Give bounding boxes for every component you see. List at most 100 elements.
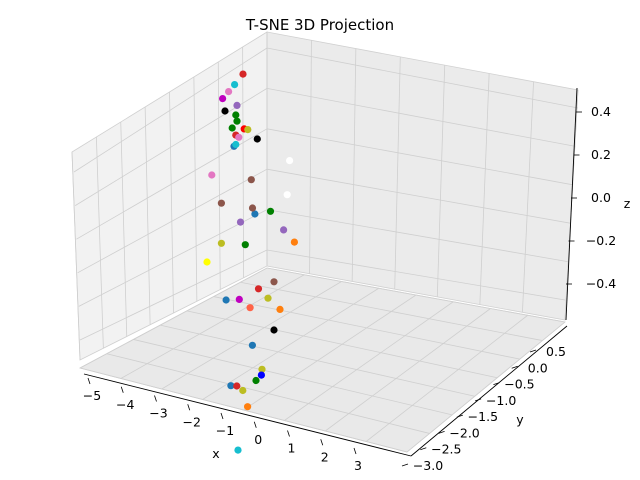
floor-grid-line bbox=[161, 281, 342, 390]
back-grid-line bbox=[522, 81, 534, 313]
x-tick-label: 0 bbox=[254, 432, 262, 447]
floor-grid-line bbox=[240, 281, 543, 341]
data-point bbox=[231, 81, 239, 89]
floor-grid-line bbox=[406, 321, 566, 453]
floor-grid-line bbox=[79, 267, 268, 369]
data-point bbox=[221, 107, 229, 115]
left-grid-line bbox=[78, 209, 268, 307]
data-point bbox=[254, 285, 263, 293]
left-grid-line bbox=[73, 47, 268, 173]
data-point bbox=[257, 371, 265, 379]
data-point bbox=[248, 204, 257, 212]
y-tick-mark bbox=[420, 447, 427, 451]
left-grid-line bbox=[95, 136, 104, 349]
z-tick-label: 0.4 bbox=[591, 104, 611, 119]
y-tick-label: −2.0 bbox=[449, 425, 479, 440]
x-tick-label: −5 bbox=[83, 388, 101, 403]
x-tick-label: 1 bbox=[288, 441, 296, 456]
back-grid-line bbox=[436, 65, 446, 297]
data-point bbox=[203, 258, 211, 266]
z-axis-label: z bbox=[624, 196, 631, 211]
x-tick-mark bbox=[287, 430, 290, 437]
floor-grid-line bbox=[325, 308, 491, 432]
x-tick-mark bbox=[154, 395, 157, 402]
left-grid-line bbox=[71, 151, 81, 361]
floor-grid-line bbox=[133, 339, 453, 416]
data-point bbox=[246, 304, 254, 312]
y-tick-mark bbox=[493, 382, 500, 385]
y-tick-mark bbox=[438, 431, 445, 434]
data-point bbox=[251, 210, 259, 218]
floor-grid-line bbox=[266, 267, 566, 323]
data-point bbox=[280, 226, 288, 234]
data-point bbox=[264, 294, 272, 302]
y-tick-mark bbox=[401, 463, 409, 467]
back-grid-line bbox=[266, 47, 579, 109]
y-tick-label: 0.5 bbox=[546, 344, 566, 359]
data-point bbox=[235, 295, 243, 303]
floor-grid-line bbox=[284, 301, 454, 421]
data-point bbox=[290, 238, 298, 246]
floor-grid-line bbox=[120, 274, 305, 379]
data-point bbox=[228, 124, 236, 132]
back-grid-line bbox=[309, 40, 312, 274]
data-point bbox=[219, 95, 227, 103]
data-point bbox=[233, 117, 241, 125]
y-axis-line bbox=[410, 325, 568, 457]
y-tick-label: 0.0 bbox=[528, 360, 548, 375]
y-axis-label: y bbox=[516, 412, 524, 427]
z-tick-label: 0.2 bbox=[591, 147, 611, 162]
data-point bbox=[234, 446, 242, 454]
data-point bbox=[217, 199, 225, 207]
data-point bbox=[253, 135, 261, 143]
left-grid-line bbox=[217, 61, 221, 290]
data-point bbox=[239, 386, 247, 395]
data-point bbox=[266, 207, 275, 215]
data-point bbox=[276, 305, 284, 313]
data-point bbox=[244, 403, 252, 411]
x-tick-mark bbox=[253, 421, 257, 428]
floor-grid-line bbox=[213, 296, 520, 360]
floor-grid-line bbox=[106, 353, 430, 434]
data-point bbox=[244, 126, 252, 134]
y-tick-mark bbox=[511, 365, 518, 369]
x-tick-mark bbox=[87, 377, 91, 385]
data-point bbox=[239, 70, 247, 78]
data-point bbox=[208, 171, 216, 179]
grid-lines bbox=[71, 32, 579, 453]
left-grid-line bbox=[242, 46, 245, 278]
data-point bbox=[286, 157, 294, 165]
z-tick-label: 0.0 bbox=[591, 190, 611, 205]
data-point bbox=[235, 133, 243, 141]
z-tick-label: −0.4 bbox=[586, 276, 616, 291]
data-point bbox=[283, 191, 291, 199]
y-tick-label: −2.5 bbox=[431, 442, 461, 457]
data-point bbox=[258, 365, 266, 373]
back-grid-line bbox=[266, 88, 576, 147]
back-grid-line bbox=[266, 209, 568, 262]
tick-labels: −5−4−3−2−101230.50.0−0.5−1.0−1.5−2.0−2.5… bbox=[83, 104, 616, 473]
x-tick-label: −1 bbox=[216, 423, 234, 438]
data-point bbox=[232, 111, 240, 119]
back-grid-line bbox=[266, 249, 566, 301]
chart-title: T-SNE 3D Projection bbox=[245, 16, 394, 34]
x-axis-line bbox=[83, 373, 412, 457]
floor-grid-line bbox=[365, 314, 528, 442]
z-tick-label: −0.2 bbox=[586, 233, 616, 248]
data-point bbox=[232, 140, 240, 149]
back-grid-line bbox=[479, 73, 490, 305]
x-tick-label: 3 bbox=[354, 458, 362, 473]
data-point bbox=[227, 382, 235, 390]
y-tick-label: −3.0 bbox=[413, 458, 443, 473]
data-point bbox=[248, 341, 256, 349]
left-grid-line bbox=[169, 91, 174, 314]
x-tick-mark bbox=[353, 447, 357, 455]
data-point bbox=[236, 218, 245, 226]
back-grid-line bbox=[351, 48, 357, 282]
left-grid-line bbox=[144, 106, 151, 325]
floor-grid-line bbox=[160, 324, 475, 397]
floor-grid-line bbox=[243, 294, 417, 411]
x-axis-label: x bbox=[212, 446, 219, 461]
